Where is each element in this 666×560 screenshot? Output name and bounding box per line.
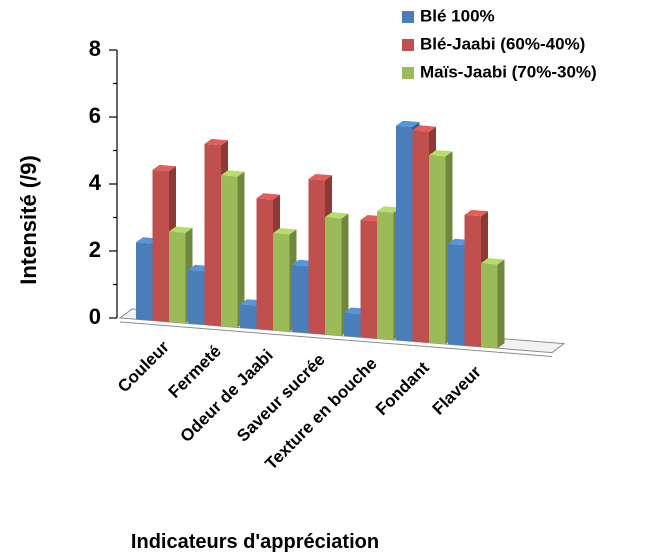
y-tick-label: 8 [89,36,101,61]
bar-front [152,169,169,322]
y-tick-label: 2 [89,237,101,262]
bar-front [256,198,273,331]
bar-top [481,258,505,265]
bar-top [429,150,453,157]
bar-front [308,179,325,335]
bar-front [221,175,238,328]
bar-side [237,171,245,328]
bar-top [169,226,193,233]
bar-front [377,211,394,340]
bar-front [273,233,290,332]
legend-swatch-1 [402,39,414,51]
bar-front [169,231,186,324]
bar-side [341,213,349,336]
legend-label-2: Maïs-Jaabi (70%-30%) [420,62,597,81]
y-axis-title: Intensité (/9) [16,155,41,285]
legend-swatch-2 [402,67,414,79]
bar-front [325,217,342,336]
bar-front [412,130,429,343]
bar-top [204,138,228,146]
legend: Blé 100% Blé-Jaabi (60%-40%) Maïs-Jaabi (7… [402,6,597,81]
bar-top [377,206,401,213]
bar-front [240,304,257,329]
x-tick-label-5: Fondant [372,358,433,419]
bar-front [448,243,465,346]
bar-top [325,212,349,219]
y-tick-label: 4 [89,170,102,195]
bar-3-2 [325,212,349,336]
y-axis: 0 2 4 6 8 [89,36,118,329]
x-tick-label-4: Texture en bouche [261,354,380,473]
bar-front [481,263,498,349]
bar-front [188,269,205,325]
bar-front [204,143,221,327]
bar-front [464,214,481,347]
x-tick-label-6: Flaveur [429,362,485,418]
bars [136,120,505,349]
x-axis-title: Indicateurs d'appréciation [131,531,379,553]
y-tick-label: 0 [89,304,101,329]
bar-top [256,193,280,200]
bar-top [396,120,420,127]
legend-label-0: Blé 100% [420,6,495,25]
legend-swatch-0 [402,11,414,23]
bar-top [152,164,176,172]
y-tick-label: 6 [89,103,101,128]
bar-front [396,125,413,342]
bar-side [497,259,505,349]
bar-1-2 [221,170,245,328]
bar-top [412,125,436,132]
legend-label-1: Blé-Jaabi (60%-40%) [420,34,585,53]
bar-top [221,170,245,177]
bar-top [273,228,297,235]
bar-top [464,209,488,217]
bar-top [308,174,332,181]
bar-front [360,220,377,339]
bar-front [292,264,309,334]
bar-6-2 [481,258,505,349]
bar-front [136,242,153,321]
bar-front [344,312,361,338]
bar-front [429,155,446,344]
x-axis-line [119,321,553,358]
